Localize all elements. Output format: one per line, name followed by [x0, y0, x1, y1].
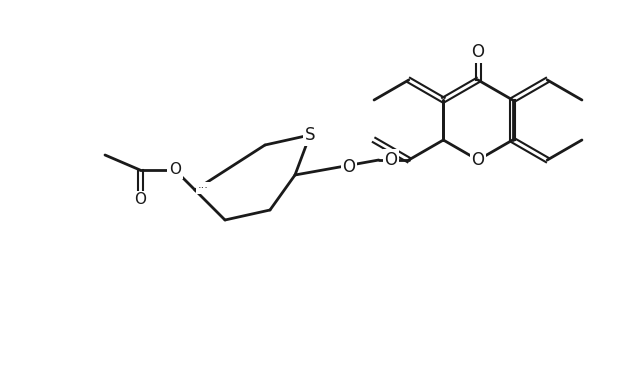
Text: O: O [384, 151, 397, 169]
Text: S: S [305, 126, 316, 144]
Text: O: O [342, 158, 355, 176]
Text: O: O [134, 193, 146, 207]
Text: O: O [472, 43, 484, 61]
Text: O: O [169, 163, 181, 177]
Text: O: O [472, 151, 484, 169]
Text: ···: ··· [198, 183, 209, 193]
